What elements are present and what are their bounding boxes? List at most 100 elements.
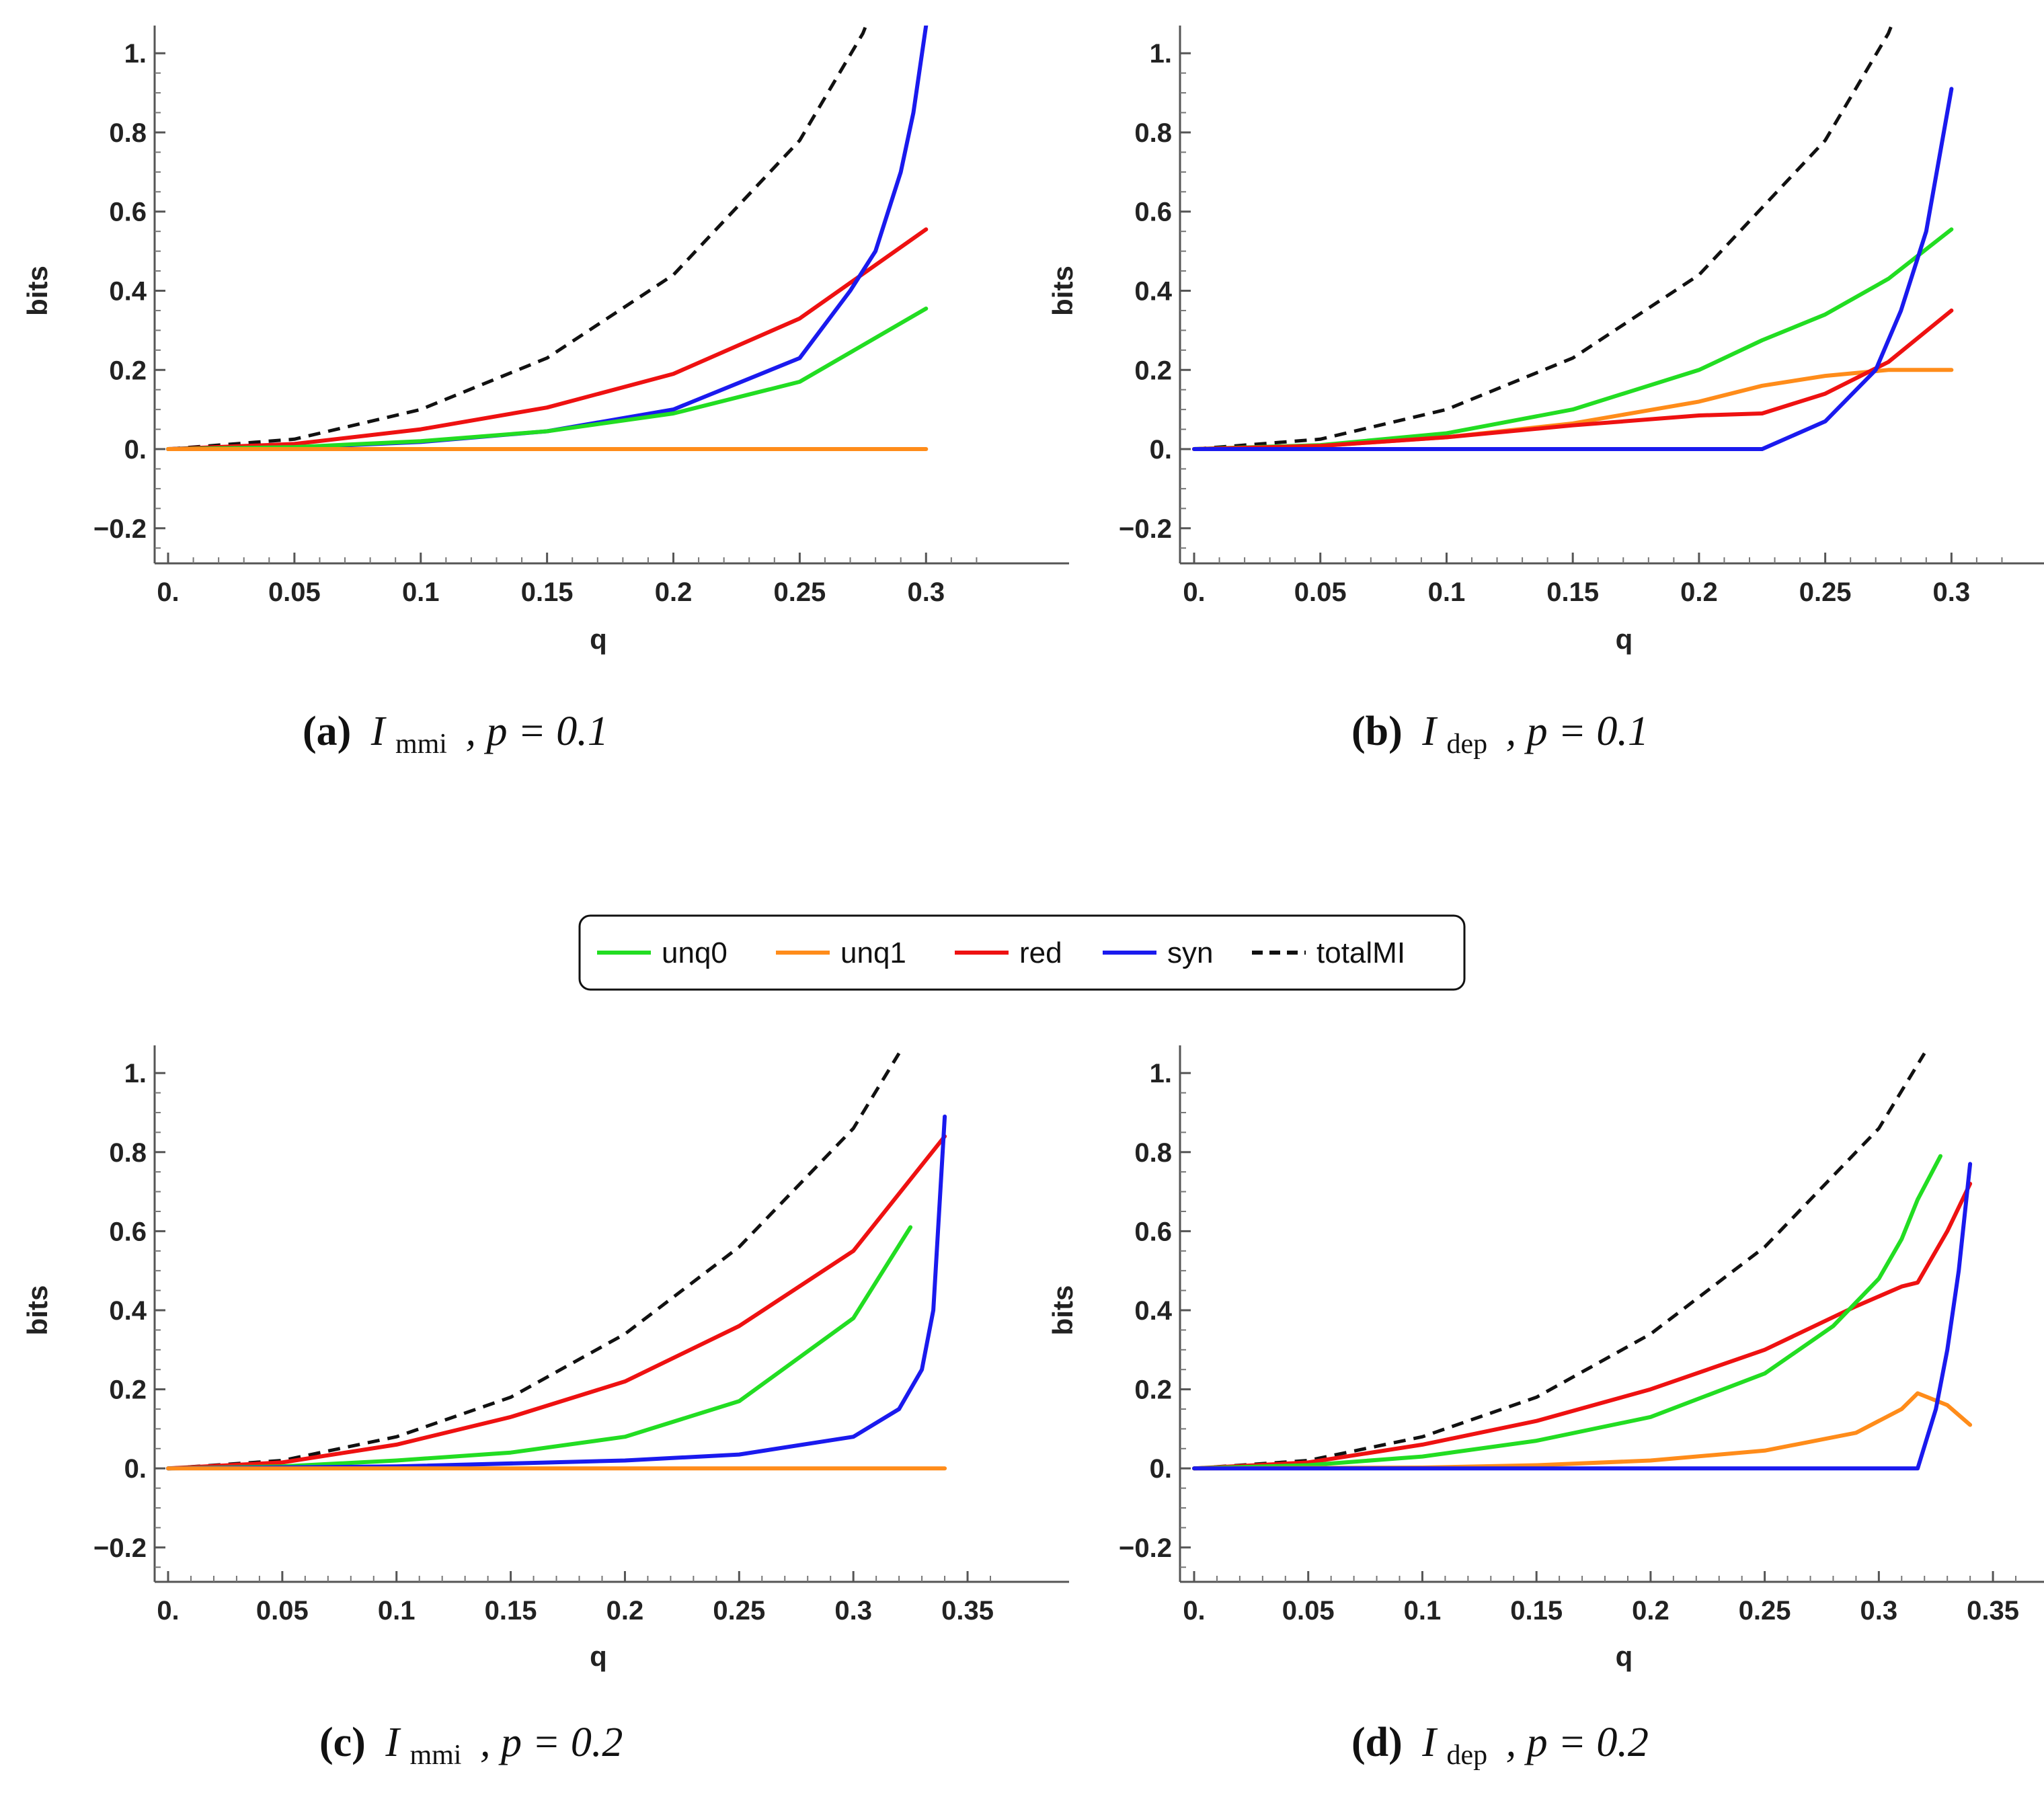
series-red-d bbox=[1192, 1181, 1973, 1471]
x-tick-label-a-4: 0.2 bbox=[655, 577, 693, 607]
y-tick-label-a-6: 1. bbox=[124, 39, 147, 69]
caption-c-rest: , p = 0.2 bbox=[480, 1720, 623, 1765]
captions: (a) I mmi , p = 0.1 (b) I dep , p = 0.1 … bbox=[303, 709, 1649, 1773]
series-red-a bbox=[166, 227, 929, 451]
x-tick-label-b-3: 0.15 bbox=[1546, 577, 1599, 607]
caption-d: (d) I dep , p = 0.2 bbox=[1351, 1720, 1649, 1773]
legend: unq0 unq1 red syn totalMI bbox=[578, 914, 1466, 991]
y-tick-label-a-5: 0.8 bbox=[109, 118, 147, 148]
caption-b-measure: I bbox=[1421, 709, 1438, 754]
x-tick-label-a-1: 0.05 bbox=[268, 577, 321, 607]
series-unq0-b bbox=[1192, 227, 1954, 451]
series-syn-c bbox=[166, 1114, 947, 1471]
caption-c-tag: (c) bbox=[319, 1720, 366, 1765]
y-tick-label-d-5: 0.8 bbox=[1134, 1138, 1172, 1168]
caption-b-tag: (b) bbox=[1351, 709, 1403, 754]
x-axis-label-d: q bbox=[1616, 1640, 1633, 1672]
y-tick-label-c-5: 0.8 bbox=[109, 1138, 147, 1168]
x-tick-label-c-4: 0.2 bbox=[606, 1596, 644, 1626]
y-tick-label-a-4: 0.6 bbox=[109, 198, 147, 227]
caption-c-sub: mmi bbox=[409, 1740, 461, 1771]
x-tick-label-b-6: 0.3 bbox=[1933, 577, 1971, 607]
x-tick-label-d-6: 0.3 bbox=[1860, 1596, 1898, 1626]
y-tick-label-a-2: 0.2 bbox=[109, 356, 147, 385]
series-unq0-a bbox=[166, 307, 929, 451]
y-axis-label-a: bits bbox=[22, 266, 53, 316]
legend-label-syn: syn bbox=[1167, 936, 1213, 969]
panel-d: −0.2 0. 0.2 0.4 0.6 0.8 1. 0. 0.05 0.1 0.15 0.2 0.25… bbox=[1047, 1045, 2044, 1672]
caption-d-tag: (d) bbox=[1351, 1720, 1403, 1765]
y-tick-label-b-1: 0. bbox=[1150, 435, 1172, 465]
legend-label-unq0: unq0 bbox=[662, 936, 728, 969]
x-tick-label-d-7: 0.35 bbox=[1967, 1596, 2019, 1626]
series-totalMI-a bbox=[167, 26, 868, 451]
y-tick-label-c-2: 0.2 bbox=[109, 1375, 147, 1405]
y-tick-label-c-3: 0.4 bbox=[109, 1296, 147, 1326]
series-syn-b bbox=[1192, 87, 1954, 451]
x-tick-label-d-5: 0.25 bbox=[1739, 1596, 1791, 1626]
caption-c-measure: I bbox=[385, 1720, 401, 1765]
y-tick-label-c-4: 0.6 bbox=[109, 1217, 147, 1246]
x-tick-label-a-5: 0.25 bbox=[773, 577, 826, 607]
x-tick-label-d-4: 0.2 bbox=[1632, 1596, 1669, 1626]
series-red-c bbox=[166, 1134, 947, 1471]
x-tick-label-c-7: 0.35 bbox=[941, 1596, 994, 1626]
y-tick-label-c-0: −0.2 bbox=[93, 1533, 147, 1563]
caption-d-rest: , p = 0.2 bbox=[1506, 1720, 1649, 1765]
caption-d-sub: dep bbox=[1446, 1740, 1487, 1771]
x-axis-label-a: q bbox=[590, 623, 607, 655]
legend-box bbox=[578, 914, 1466, 991]
x-tick-label-d-1: 0.05 bbox=[1282, 1596, 1335, 1626]
x-tick-label-b-4: 0.2 bbox=[1680, 577, 1718, 607]
caption-b-sub: dep bbox=[1446, 729, 1487, 760]
caption-c: (c) I mmi , p = 0.2 bbox=[319, 1720, 623, 1773]
x-tick-label-a-0: 0. bbox=[157, 577, 179, 607]
series-unq0-c bbox=[166, 1225, 913, 1471]
caption-a-rest: , p = 0.1 bbox=[465, 709, 608, 754]
y-tick-label-b-5: 0.8 bbox=[1134, 118, 1172, 148]
y-axis-label-b: bits bbox=[1047, 266, 1078, 316]
x-tick-label-b-0: 0. bbox=[1183, 577, 1205, 607]
x-tick-label-b-5: 0.25 bbox=[1799, 577, 1852, 607]
y-tick-label-d-3: 0.4 bbox=[1134, 1296, 1172, 1326]
y-tick-label-d-0: −0.2 bbox=[1119, 1533, 1172, 1563]
caption-a: (a) I mmi , p = 0.1 bbox=[303, 709, 608, 762]
x-tick-label-d-3: 0.15 bbox=[1510, 1596, 1563, 1626]
panel-a: −0.2 0. 0.2 0.4 0.6 0.8 1. 0. 0.05 0.1 0.15 0.2 0.25… bbox=[22, 26, 1069, 655]
caption-a-tag: (a) bbox=[303, 709, 351, 754]
series-syn-a bbox=[166, 26, 929, 451]
series-totalMI-d bbox=[1193, 1052, 1926, 1470]
legend-label-unq1: unq1 bbox=[840, 936, 906, 969]
x-tick-label-a-3: 0.15 bbox=[521, 577, 574, 607]
caption-b: (b) I dep , p = 0.1 bbox=[1351, 709, 1649, 762]
x-tick-label-c-6: 0.3 bbox=[834, 1596, 872, 1626]
x-tick-label-a-2: 0.1 bbox=[402, 577, 440, 607]
y-tick-label-b-0: −0.2 bbox=[1119, 514, 1172, 544]
x-axis-label-c: q bbox=[590, 1640, 607, 1672]
y-tick-label-d-2: 0.2 bbox=[1134, 1375, 1172, 1405]
x-tick-label-a-6: 0.3 bbox=[907, 577, 945, 607]
series-totalMI-b bbox=[1193, 26, 1893, 451]
y-tick-label-c-1: 0. bbox=[124, 1454, 147, 1484]
x-tick-label-c-5: 0.25 bbox=[713, 1596, 765, 1626]
y-tick-label-c-6: 1. bbox=[124, 1059, 147, 1088]
caption-a-measure: I bbox=[370, 709, 387, 754]
panel-c: −0.2 0. 0.2 0.4 0.6 0.8 1. 0. 0.05 0.1 0.15 0.2 0.25… bbox=[22, 1045, 1069, 1672]
x-tick-label-d-2: 0.1 bbox=[1404, 1596, 1442, 1626]
caption-b-rest: , p = 0.1 bbox=[1506, 709, 1649, 754]
y-tick-label-a-0: −0.2 bbox=[93, 514, 147, 544]
y-axis-label-c: bits bbox=[22, 1285, 53, 1336]
y-tick-label-d-6: 1. bbox=[1150, 1059, 1172, 1088]
y-tick-label-d-1: 0. bbox=[1150, 1454, 1172, 1484]
x-tick-label-b-1: 0.05 bbox=[1294, 577, 1347, 607]
y-tick-label-b-3: 0.4 bbox=[1134, 277, 1172, 307]
x-tick-label-c-1: 0.05 bbox=[256, 1596, 309, 1626]
x-tick-label-b-2: 0.1 bbox=[1428, 577, 1466, 607]
y-tick-label-a-1: 0. bbox=[124, 435, 147, 465]
x-tick-label-c-2: 0.1 bbox=[378, 1596, 416, 1626]
legend-label-red: red bbox=[1019, 936, 1062, 969]
y-tick-label-b-2: 0.2 bbox=[1134, 356, 1172, 385]
x-axis-label-b: q bbox=[1616, 623, 1633, 655]
caption-a-sub: mmi bbox=[395, 729, 447, 760]
